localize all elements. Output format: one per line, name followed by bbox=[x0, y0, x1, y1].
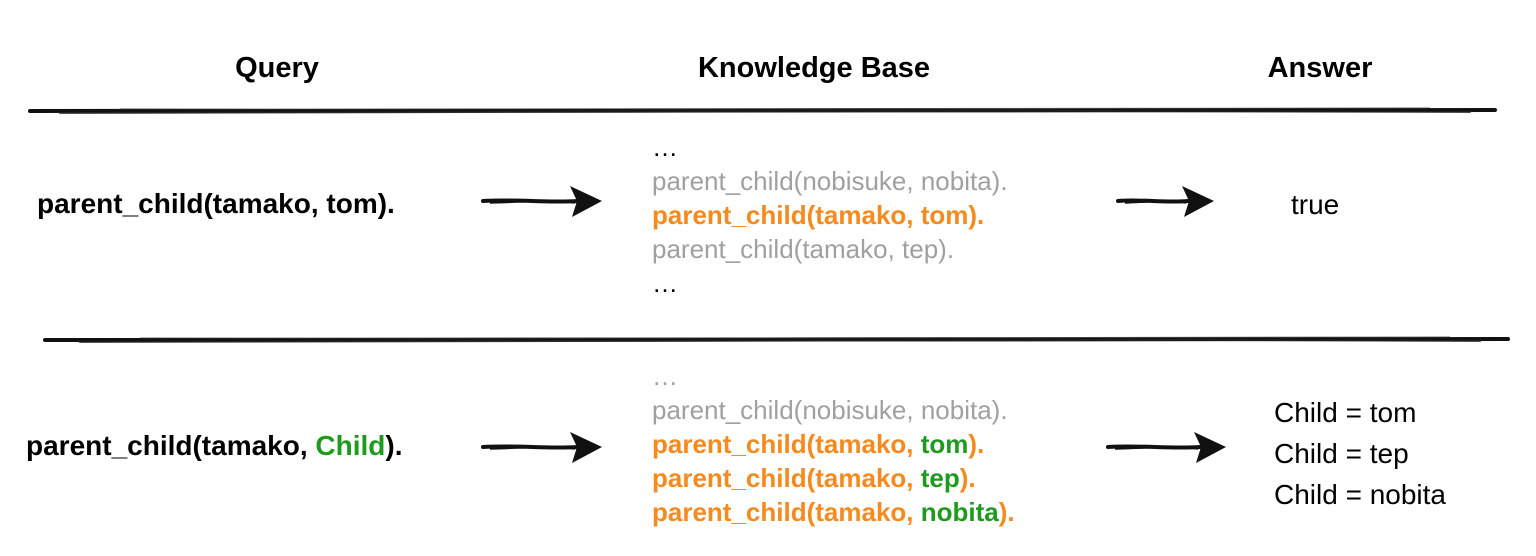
divider-top bbox=[28, 107, 1497, 114]
kb-fact-line: parent_child(tamako, tep). bbox=[652, 234, 955, 264]
kb-matched-fact: parent_child(tamako, tom). bbox=[652, 427, 1015, 461]
kb-matched-fact: parent_child(tamako, tom). bbox=[652, 200, 985, 230]
kb-fact-line: parent_child(nobisuke, nobita). bbox=[652, 166, 1008, 196]
kb-fact-suffix: ). bbox=[959, 463, 976, 493]
arrow-query-to-kb-row2 bbox=[481, 432, 602, 463]
query-variable: Child bbox=[315, 430, 386, 461]
kb-matched-fact: parent_child(tamako, tep). bbox=[652, 461, 1015, 495]
query-row2: parent_child(tamako, Child). bbox=[26, 430, 403, 462]
divider-middle bbox=[43, 336, 1510, 343]
kb-binding-value: nobita bbox=[920, 497, 999, 527]
kb-ellipsis-bottom: … bbox=[652, 268, 678, 298]
answer-row1: true bbox=[1291, 189, 1340, 220]
query-header: Query bbox=[235, 52, 319, 84]
query-close: ). bbox=[385, 430, 403, 461]
query-predicate: parent_child(tamako, bbox=[26, 430, 316, 461]
kb-fact-prefix: parent_child(tamako, bbox=[652, 497, 921, 527]
arrow-kb-to-answer-row1 bbox=[1116, 186, 1214, 217]
kb-fact-prefix: parent_child(tamako, bbox=[652, 463, 921, 493]
kb-fact-suffix: ). bbox=[998, 497, 1015, 527]
answer-header: Answer bbox=[1267, 52, 1373, 84]
kb-fact-line: parent_child(nobisuke, nobita). bbox=[652, 395, 1008, 425]
kb-fact-suffix: ). bbox=[968, 429, 985, 459]
kb-binding-value: tep bbox=[920, 463, 960, 493]
arrow-query-to-kb-row1 bbox=[481, 186, 602, 217]
kb-matched-fact: parent_child(tamako, nobita). bbox=[652, 495, 1015, 529]
knowledge-base-row1: … parent_child(nobisuke, nobita). parent… bbox=[652, 130, 1008, 300]
answer-binding: Child = tom bbox=[1274, 397, 1417, 428]
answer-row2: Child = tom Child = tep Child = nobita bbox=[1274, 392, 1446, 515]
answer-binding: Child = nobita bbox=[1274, 479, 1447, 510]
kb-fact-prefix: parent_child(tamako, bbox=[652, 429, 921, 459]
kb-binding-value: tom bbox=[920, 429, 969, 459]
knowledge-base-row2: … parent_child(nobisuke, nobita). parent… bbox=[652, 359, 1015, 529]
answer-binding: Child = tep bbox=[1274, 438, 1409, 469]
arrow-kb-to-answer-row2 bbox=[1106, 432, 1226, 463]
kb-ellipsis-top: … bbox=[652, 132, 678, 162]
query-row1: parent_child(tamako, tom). bbox=[37, 188, 395, 219]
knowledge-base-header: Knowledge Base bbox=[697, 52, 931, 84]
kb-ellipsis-top: … bbox=[652, 361, 678, 391]
